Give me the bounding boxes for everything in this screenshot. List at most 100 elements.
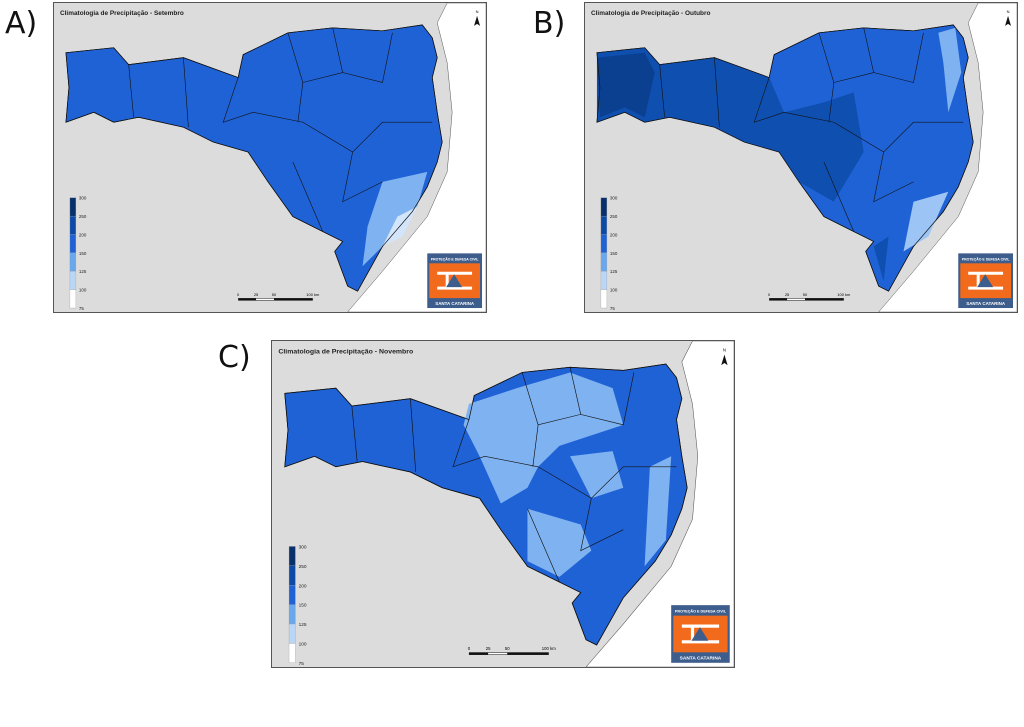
legend-label: 75 <box>610 306 615 311</box>
legend-swatch <box>600 271 608 290</box>
legend-swatch <box>288 546 296 567</box>
state-outline <box>596 24 974 292</box>
legend-swatch <box>69 289 77 309</box>
scale-label: 50 <box>505 646 510 651</box>
legend-label: 300 <box>299 545 307 551</box>
legend-label: 125 <box>299 622 307 628</box>
scale-label: 0 <box>468 646 471 651</box>
legend-swatch <box>69 197 77 217</box>
legend-label: 100 <box>610 288 618 293</box>
north-label: N <box>723 348 726 353</box>
region-borders <box>659 27 964 232</box>
region-borders <box>128 27 433 232</box>
panel-label: B) <box>533 6 566 41</box>
legend-swatch <box>288 643 296 663</box>
scale-bar <box>787 298 805 301</box>
legend-swatch <box>288 623 296 644</box>
north-label: N <box>1007 9 1010 14</box>
legend-label: 150 <box>79 251 87 256</box>
precipitation-zone <box>938 27 962 113</box>
ocean <box>585 341 734 667</box>
legend-label: 300 <box>610 196 618 201</box>
legend-label: 125 <box>610 269 618 274</box>
legend-swatch <box>69 252 77 272</box>
scale-label: 50 <box>803 292 808 297</box>
ocean <box>347 3 486 312</box>
precipitation-zone <box>644 456 672 567</box>
legend-label: 75 <box>299 661 305 667</box>
scale-label: 100 km <box>306 292 320 297</box>
precipitation-zone <box>570 451 624 499</box>
scale-label: 25 <box>785 292 790 297</box>
logo-text: SANTA CATARINA <box>966 301 1006 306</box>
north-arrow <box>1005 15 1012 26</box>
logo-text: PROTEÇÃO E DEFESA CIVIL <box>962 256 1011 261</box>
legend-label: 200 <box>79 232 87 237</box>
precipitation-zone <box>596 47 864 202</box>
scale-bar <box>468 652 549 655</box>
legend-label: 150 <box>610 251 618 256</box>
precipitation-zone <box>463 372 624 504</box>
logo-mark <box>691 627 709 641</box>
legend-swatch <box>69 271 77 290</box>
legend-label: 250 <box>79 214 87 219</box>
map-title: Climatologia de Precipitação - Novembro <box>278 349 413 356</box>
north-arrow <box>474 15 481 26</box>
precipitation-zone <box>903 191 949 252</box>
logo-mark <box>977 274 994 288</box>
legend-swatch <box>69 215 77 235</box>
legend-swatch <box>288 565 296 586</box>
region-borders <box>351 367 677 583</box>
scale-label: 100 km <box>542 646 556 651</box>
legend-label: 100 <box>299 642 307 648</box>
legend-label: 100 <box>79 288 87 293</box>
panel-label: A) <box>5 6 38 41</box>
logo-text: SANTA CATARINA <box>680 656 722 662</box>
map-title: Climatologia de Precipitação - Outubro <box>591 10 711 17</box>
map-panel: Climatologia de Precipitação - Outubro N 3… <box>584 2 1018 313</box>
map-panel: Climatologia de Precipitação - Setembro N… <box>53 2 487 313</box>
panel-label: C) <box>218 340 251 375</box>
precipitation-zone <box>362 171 428 267</box>
scale-bar <box>488 652 508 655</box>
scale-bar <box>256 298 274 301</box>
legend-swatch <box>600 215 608 235</box>
precipitation-zone <box>596 52 655 118</box>
scale-bar <box>238 298 313 301</box>
legend-swatch <box>69 234 77 254</box>
north-label: N <box>476 9 479 14</box>
north-arrow <box>721 354 728 366</box>
legend-swatch <box>600 197 608 217</box>
scale-label: 0 <box>768 292 771 297</box>
precipitation-zone <box>527 508 592 577</box>
scale-label: 25 <box>254 292 259 297</box>
scale-label: 100 km <box>837 292 851 297</box>
state-outline <box>65 24 443 292</box>
legend-swatch <box>600 289 608 309</box>
legend-swatch <box>288 585 296 605</box>
legend-swatch <box>288 604 296 625</box>
logo-mark <box>446 274 463 288</box>
legend-label: 200 <box>610 232 618 237</box>
legend-label: 150 <box>299 603 307 609</box>
legend-label: 125 <box>79 269 87 274</box>
map-panel: Climatologia de Precipitação - Novembro N… <box>271 340 735 668</box>
legend-label: 200 <box>299 583 307 589</box>
legend-label: 75 <box>79 306 84 311</box>
scale-bar <box>769 298 844 301</box>
map-title: Climatologia de Precipitação - Setembro <box>60 10 184 17</box>
logo-text: PROTEÇÃO E DEFESA CIVIL <box>675 609 727 614</box>
logo-text: PROTEÇÃO E DEFESA CIVIL <box>431 256 480 261</box>
legend-swatch <box>600 234 608 254</box>
legend-label: 300 <box>79 196 87 201</box>
scale-label: 0 <box>237 292 240 297</box>
state-outline <box>284 363 688 646</box>
legend-swatch <box>600 252 608 272</box>
legend-label: 250 <box>299 564 307 570</box>
scale-label: 25 <box>486 646 491 651</box>
scale-label: 50 <box>272 292 277 297</box>
ocean <box>878 3 1017 312</box>
logo-text: SANTA CATARINA <box>435 301 475 306</box>
legend-label: 250 <box>610 214 618 219</box>
